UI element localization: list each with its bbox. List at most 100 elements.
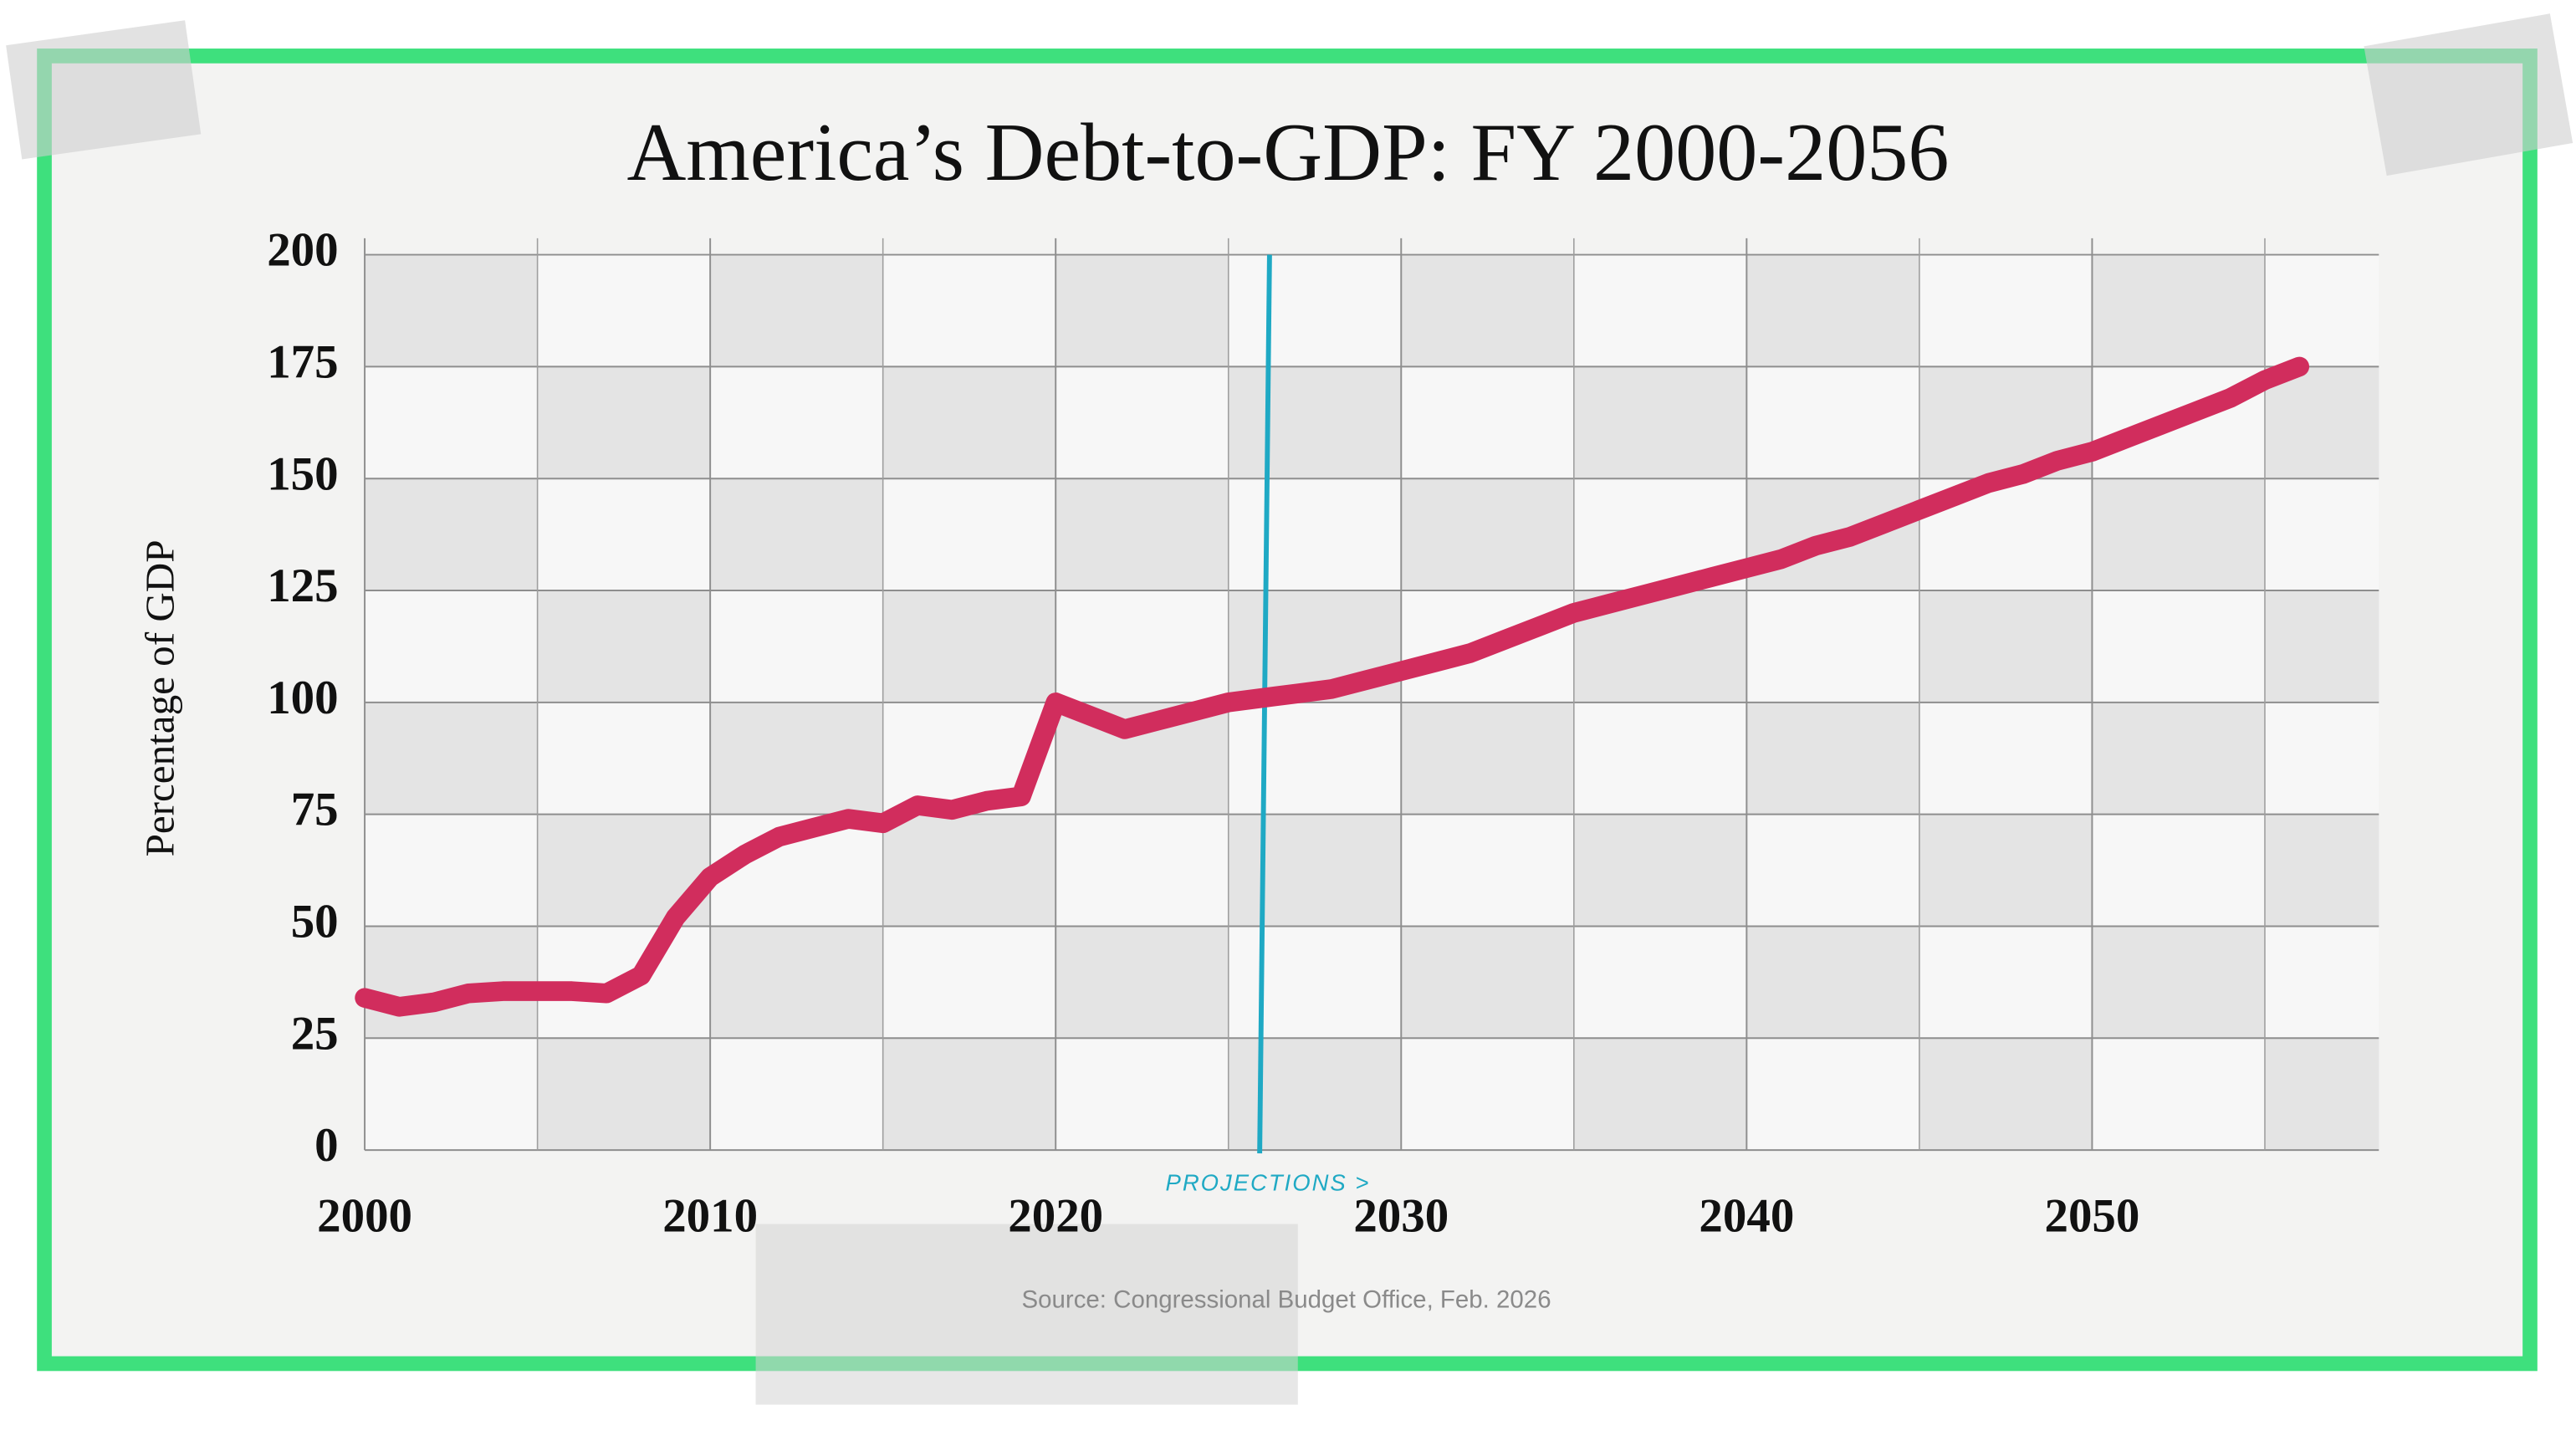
data-line bbox=[355, 356, 2310, 1017]
tape bbox=[6, 20, 202, 160]
grid-cell bbox=[882, 478, 1056, 591]
grid-cell bbox=[1573, 702, 1747, 815]
tape bbox=[2364, 13, 2573, 176]
grid-cell bbox=[1401, 814, 1574, 927]
grid-cell bbox=[1228, 1038, 1402, 1151]
grid-cell bbox=[1228, 814, 1402, 927]
tape bbox=[755, 1224, 1298, 1405]
grid-cell bbox=[1228, 926, 1402, 1039]
grid-cell bbox=[1746, 1038, 1919, 1151]
grid-cell bbox=[2092, 590, 2265, 703]
grid-cell bbox=[2264, 254, 2379, 367]
grid-cell bbox=[1401, 366, 1574, 479]
grid-cell bbox=[365, 254, 538, 367]
grid-cell bbox=[1919, 254, 2093, 367]
grid-cell bbox=[1401, 926, 1574, 1039]
grid-cell bbox=[2264, 814, 2379, 927]
grid-cell bbox=[2264, 702, 2379, 815]
y-tick-label: 75 bbox=[291, 784, 339, 836]
grid-cell bbox=[710, 590, 883, 703]
grid-cell bbox=[365, 814, 538, 927]
grid-cell bbox=[1055, 590, 1229, 703]
grid-cell bbox=[1228, 702, 1402, 815]
grid-cell bbox=[1746, 702, 1919, 815]
grid-cell bbox=[710, 702, 883, 815]
grid-cell bbox=[537, 702, 711, 815]
grid-cell bbox=[1401, 702, 1574, 815]
y-axis-label: Percentage of GDP bbox=[137, 539, 183, 856]
grid-cell bbox=[1919, 1038, 2093, 1151]
y-tick-label: 150 bbox=[267, 447, 338, 500]
grid-cell bbox=[2264, 366, 2379, 479]
grid-cell bbox=[365, 1038, 538, 1151]
grid-cell bbox=[537, 590, 711, 703]
grid-cell bbox=[1055, 1038, 1229, 1151]
grid-cell bbox=[1055, 254, 1229, 367]
grid-cell bbox=[1055, 814, 1229, 927]
grid-cell bbox=[1228, 254, 1402, 367]
grid-cell bbox=[1573, 926, 1747, 1039]
grid-cell bbox=[710, 254, 883, 367]
grid-cell bbox=[710, 478, 883, 591]
grid-cell bbox=[2264, 478, 2379, 591]
y-tick-label: 175 bbox=[267, 335, 338, 388]
grid-cell bbox=[1228, 478, 1402, 591]
grid-cell bbox=[365, 590, 538, 703]
y-tick-label: 0 bbox=[314, 1119, 338, 1172]
grid-cell bbox=[2264, 590, 2379, 703]
grid-cell bbox=[1401, 254, 1574, 367]
grid-cell bbox=[710, 926, 883, 1039]
grid-cell bbox=[1746, 926, 1919, 1039]
grid-cell bbox=[1919, 590, 2093, 703]
grid-cell bbox=[2092, 478, 2265, 591]
grid-cell bbox=[1919, 814, 2093, 927]
grid-cell bbox=[1573, 366, 1747, 479]
x-tick-label: 2010 bbox=[662, 1190, 758, 1243]
grid-cell bbox=[882, 366, 1056, 479]
grid-cell bbox=[365, 366, 538, 479]
y-tick-label: 50 bbox=[291, 896, 339, 948]
grid-cell bbox=[2092, 254, 2265, 367]
grid-cell bbox=[882, 254, 1056, 367]
grid-cell bbox=[1055, 366, 1229, 479]
grid-cell bbox=[2264, 926, 2379, 1039]
x-tick-label: 2040 bbox=[1699, 1190, 1794, 1243]
grid-cell bbox=[1746, 366, 1919, 479]
grid-cell bbox=[537, 478, 711, 591]
grid-cell bbox=[1573, 254, 1747, 367]
grid-cell bbox=[1228, 366, 1402, 479]
plot-area bbox=[364, 238, 2379, 1152]
grid-cell bbox=[882, 1038, 1056, 1151]
grid-cell bbox=[2092, 1038, 2265, 1151]
y-tick-label: 200 bbox=[267, 224, 338, 277]
grid-cell bbox=[1919, 702, 2093, 815]
x-tick-label: 2050 bbox=[2044, 1190, 2139, 1243]
grid-cell bbox=[1746, 590, 1919, 703]
x-tick-label: 2020 bbox=[1008, 1190, 1103, 1243]
grid-cell bbox=[882, 926, 1056, 1039]
x-tick-label: 2000 bbox=[317, 1190, 412, 1243]
grid-cell bbox=[710, 1038, 883, 1151]
grid-cell bbox=[537, 366, 711, 479]
grid-cell bbox=[2092, 702, 2265, 815]
grid-cell bbox=[365, 702, 538, 815]
x-tick-label: 2030 bbox=[1353, 1190, 1449, 1243]
grid-cell bbox=[1401, 478, 1574, 591]
grid-cell bbox=[2264, 1038, 2379, 1151]
y-tick-label: 25 bbox=[291, 1007, 339, 1060]
projection-label: PROJECTIONS > bbox=[1166, 1170, 1371, 1196]
grid-cell bbox=[1573, 1038, 1747, 1151]
grid-cell bbox=[882, 814, 1056, 927]
grid-cell bbox=[1746, 814, 1919, 927]
y-tick-label: 125 bbox=[267, 560, 338, 612]
chart-title: America’s Debt-to-GDP: FY 2000-2056 bbox=[626, 107, 1949, 198]
grid-cell bbox=[2092, 926, 2265, 1039]
grid-cell bbox=[1573, 814, 1747, 927]
source-note: Source: Congressional Budget Office, Feb… bbox=[1021, 1286, 1551, 1314]
y-tick-label: 100 bbox=[267, 672, 338, 724]
grid-cell bbox=[1055, 926, 1229, 1039]
grid-cell bbox=[710, 366, 883, 479]
grid-cell bbox=[1055, 478, 1229, 591]
grid-cell bbox=[1401, 1038, 1574, 1151]
